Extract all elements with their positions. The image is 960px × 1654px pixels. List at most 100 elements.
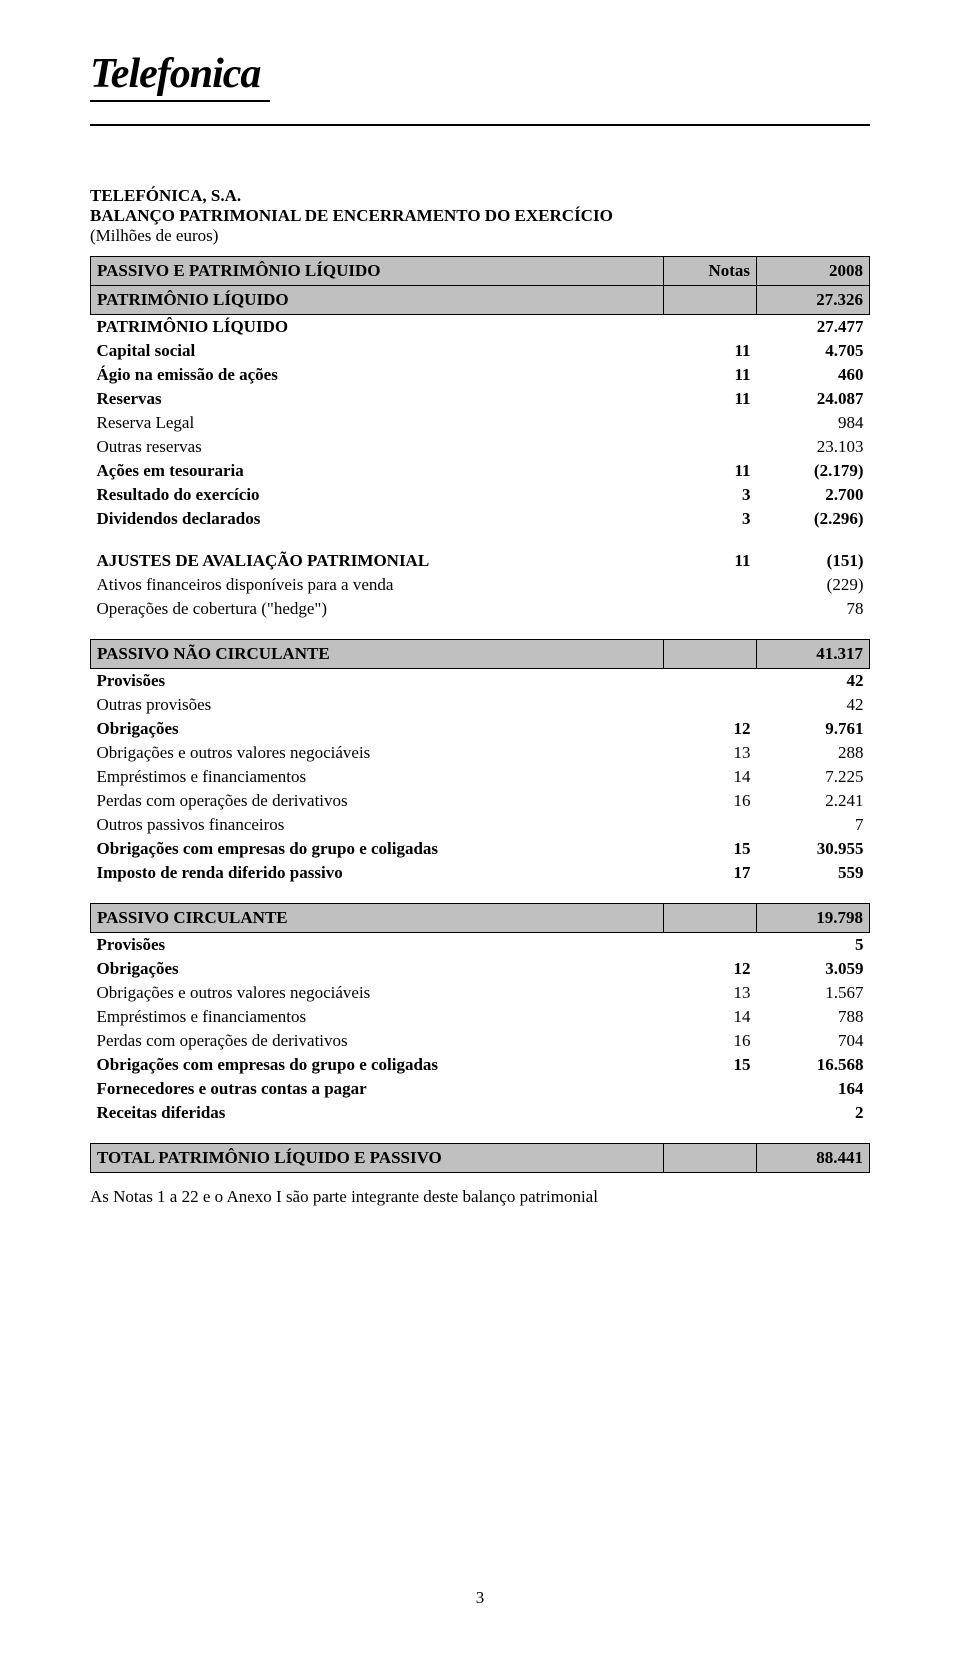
row-note: 3 — [664, 483, 757, 507]
row-value: 4.705 — [757, 339, 870, 363]
table-row: AJUSTES DE AVALIAÇÃO PATRIMONIAL11(151) — [91, 549, 870, 573]
table-header-row: PASSIVO E PATRIMÔNIO LÍQUIDO Notas 2008 — [91, 257, 870, 286]
row-note: 16 — [664, 1029, 757, 1053]
table-row: Operações de cobertura ("hedge")78 — [91, 597, 870, 621]
row-label: Perdas com operações de derivativos — [91, 1029, 664, 1053]
header-col3: 2008 — [757, 257, 870, 286]
section-noncurrent: PASSIVO NÃO CIRCULANTE 41.317 — [91, 640, 870, 669]
row-value: 2.700 — [757, 483, 870, 507]
table-row: Outros passivos financeiros7 — [91, 813, 870, 837]
row-value: 30.955 — [757, 837, 870, 861]
row-label: Obrigações com empresas do grupo e colig… — [91, 1053, 664, 1077]
row-value: 7 — [757, 813, 870, 837]
row-note — [664, 597, 757, 621]
row-note: 11 — [664, 459, 757, 483]
section-total: TOTAL PATRIMÔNIO LÍQUIDO E PASSIVO 88.44… — [91, 1144, 870, 1173]
title-block: TELEFÓNICA, S.A. BALANÇO PATRIMONIAL DE … — [90, 186, 870, 246]
table-row: Receitas diferidas2 — [91, 1101, 870, 1125]
section-current-label: PASSIVO CIRCULANTE — [91, 904, 664, 933]
table-row: Outras provisões 42 — [91, 693, 870, 717]
row-label: Provisões — [91, 669, 664, 694]
table-row: Reservas1124.087 — [91, 387, 870, 411]
row-label: Empréstimos e financiamentos — [91, 1005, 664, 1029]
table-row: Fornecedores e outras contas a pagar164 — [91, 1077, 870, 1101]
table-row: Dividendos declarados3(2.296) — [91, 507, 870, 531]
table-row: Imposto de renda diferido passivo17559 — [91, 861, 870, 885]
row-label: Outras provisões — [91, 693, 664, 717]
company-name: TELEFÓNICA, S.A. — [90, 186, 870, 206]
row-note: 14 — [664, 1005, 757, 1029]
section-total-label: TOTAL PATRIMÔNIO LÍQUIDO E PASSIVO — [91, 1144, 664, 1173]
row-label: Obrigações — [91, 717, 664, 741]
row-note — [664, 1101, 757, 1125]
row-value: (2.179) — [757, 459, 870, 483]
row-label: Perdas com operações de derivativos — [91, 789, 664, 813]
row-value: 9.761 — [757, 717, 870, 741]
section-current-value: 19.798 — [757, 904, 870, 933]
row-value: 7.225 — [757, 765, 870, 789]
row-value: 460 — [757, 363, 870, 387]
table-row: Resultado do exercício32.700 — [91, 483, 870, 507]
table-row: Obrigações129.761 — [91, 717, 870, 741]
table-row: Obrigações com empresas do grupo e colig… — [91, 1053, 870, 1077]
row-label: Obrigações e outros valores negociáveis — [91, 741, 664, 765]
row-value: 16.568 — [757, 1053, 870, 1077]
header-col1: PASSIVO E PATRIMÔNIO LÍQUIDO — [91, 257, 664, 286]
row-note: 11 — [664, 363, 757, 387]
table-row: PATRIMÔNIO LÍQUIDO27.477 — [91, 315, 870, 340]
row-value: 42 — [757, 693, 870, 717]
row-value: 23.103 — [757, 435, 870, 459]
row-value: 5 — [757, 933, 870, 958]
row-note: 17 — [664, 861, 757, 885]
row-label: AJUSTES DE AVALIAÇÃO PATRIMONIAL — [91, 549, 664, 573]
header-col2: Notas — [664, 257, 757, 286]
footnote-text: As Notas 1 a 22 e o Anexo I são parte in… — [90, 1187, 870, 1207]
table-row: Ágio na emissão de ações11460 — [91, 363, 870, 387]
report-subtitle: (Milhões de euros) — [90, 226, 870, 246]
row-label: Ativos financeiros disponíveis para a ve… — [91, 573, 664, 597]
section-current: PASSIVO CIRCULANTE 19.798 — [91, 904, 870, 933]
section-total-value: 88.441 — [757, 1144, 870, 1173]
row-note — [664, 693, 757, 717]
table-row: Perdas com operações de derivativos162.2… — [91, 789, 870, 813]
row-label: Imposto de renda diferido passivo — [91, 861, 664, 885]
table-row: Obrigações e outros valores negociáveis1… — [91, 741, 870, 765]
row-note — [664, 411, 757, 435]
page-number: 3 — [476, 1588, 485, 1608]
table-row: Empréstimos e financiamentos147.225 — [91, 765, 870, 789]
table-row: Perdas com operações de derivativos16704 — [91, 1029, 870, 1053]
balance-table: PASSIVO E PATRIMÔNIO LÍQUIDO Notas 2008 … — [90, 256, 870, 1173]
row-value: 42 — [757, 669, 870, 694]
row-label: Obrigações com empresas do grupo e colig… — [91, 837, 664, 861]
row-note — [664, 813, 757, 837]
report-title: BALANÇO PATRIMONIAL DE ENCERRAMENTO DO E… — [90, 206, 870, 226]
row-value: 559 — [757, 861, 870, 885]
row-note — [664, 573, 757, 597]
section-noncurrent-value: 41.317 — [757, 640, 870, 669]
row-value: (151) — [757, 549, 870, 573]
row-value: 288 — [757, 741, 870, 765]
row-note: 14 — [664, 765, 757, 789]
row-label: Outras reservas — [91, 435, 664, 459]
table-row: Empréstimos e financiamentos14788 — [91, 1005, 870, 1029]
row-label: Ágio na emissão de ações — [91, 363, 664, 387]
row-label: Receitas diferidas — [91, 1101, 664, 1125]
section-equity-label: PATRIMÔNIO LÍQUIDO — [91, 286, 664, 315]
row-label: Reservas — [91, 387, 664, 411]
row-value: (2.296) — [757, 507, 870, 531]
row-note: 11 — [664, 339, 757, 363]
row-note: 3 — [664, 507, 757, 531]
row-label: Dividendos declarados — [91, 507, 664, 531]
row-note — [664, 669, 757, 694]
row-label: Resultado do exercício — [91, 483, 664, 507]
row-label: Obrigações e outros valores negociáveis — [91, 981, 664, 1005]
row-note — [664, 1077, 757, 1101]
row-value: 704 — [757, 1029, 870, 1053]
row-note: 13 — [664, 981, 757, 1005]
page-container: Telefonica TELEFÓNICA, S.A. BALANÇO PATR… — [0, 0, 960, 1654]
section-equity: PATRIMÔNIO LÍQUIDO 27.326 — [91, 286, 870, 315]
row-note — [664, 933, 757, 958]
row-label: Fornecedores e outras contas a pagar — [91, 1077, 664, 1101]
logo-text: Telefonica — [90, 50, 870, 98]
table-row: Provisões 42 — [91, 669, 870, 694]
